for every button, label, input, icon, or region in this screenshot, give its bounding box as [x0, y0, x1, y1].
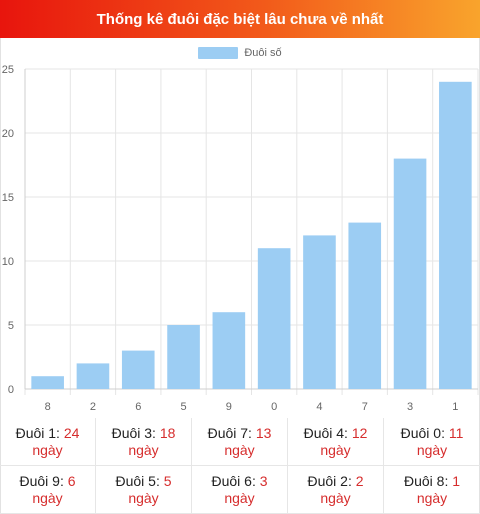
stat-value: 3 [259, 472, 268, 489]
stat-value: 2 [355, 472, 364, 489]
page-title: Thống kê đuôi đặc biệt lâu chưa về nhất [0, 0, 480, 38]
stat-unit: ngày [320, 441, 351, 458]
stat-label: Đuôi 6: [211, 472, 256, 489]
stats-grid: Đuôi 1: 24 ngày Đuôi 3: 18 ngày Đuôi 7: … [0, 418, 480, 514]
y-tick-label: 15 [2, 192, 14, 204]
stat-cell: Đuôi 2: 2 ngày [288, 466, 384, 514]
x-tick-label: 4 [316, 401, 322, 413]
y-tick-label: 20 [2, 128, 14, 140]
stat-value: 5 [163, 472, 172, 489]
bar [348, 222, 382, 389]
bar [393, 158, 427, 389]
stat-label: Đuôi 2: [307, 472, 352, 489]
stat-unit: ngày [224, 489, 255, 506]
bar [439, 81, 472, 390]
stat-value: 11 [448, 424, 464, 441]
stat-cell: Đuôi 8: 1 ngày [384, 466, 480, 514]
stat-unit: ngày [128, 441, 159, 458]
x-tick-label: 7 [362, 401, 368, 413]
stat-label: Đuôi 1: [15, 424, 60, 441]
stat-cell: Đuôi 0: 11 ngày [384, 418, 480, 466]
stat-value: 18 [159, 424, 176, 441]
page-title-text: Thống kê đuôi đặc biệt lâu chưa về nhất [96, 10, 384, 28]
stat-value: 1 [452, 472, 461, 489]
stat-cell: Đuôi 6: 3 ngày [192, 466, 288, 514]
stat-value: 13 [255, 424, 272, 441]
stat-cell: Đuôi 3: 18 ngày [96, 418, 192, 466]
stat-value: 12 [351, 424, 368, 441]
bar-chart: 0 5 10 15 20 25 8 2 6 5 9 0 4 7 3 1 [2, 64, 479, 413]
stat-unit: ngày [416, 441, 448, 458]
x-tick-label: 9 [226, 401, 232, 413]
bar [121, 350, 155, 389]
legend-swatch [198, 47, 239, 59]
x-tick-label: 3 [407, 401, 413, 413]
y-tick-label: 10 [2, 256, 14, 268]
x-tick-label: 5 [180, 401, 186, 413]
stat-unit: ngày [416, 489, 448, 506]
stat-cell: Đuôi 5: 5 ngày [96, 466, 192, 514]
stat-value: 6 [67, 472, 76, 489]
stat-label: Đuôi 8: [403, 472, 449, 489]
y-tick-label: 0 [8, 384, 14, 396]
stat-cell: Đuôi 9: 6 ngày [0, 466, 96, 514]
bar [76, 363, 110, 389]
x-tick-label: 0 [271, 401, 277, 413]
stat-value: 24 [63, 424, 80, 441]
x-tick-label: 8 [45, 401, 51, 413]
x-tick-label: 2 [90, 401, 96, 413]
stat-cell: Đuôi 1: 24 ngày [0, 418, 96, 466]
stat-unit: ngày [32, 441, 63, 458]
stat-label: Đuôi 4: [303, 424, 348, 441]
stat-label: Đuôi 5: [115, 472, 160, 489]
bar [31, 376, 64, 389]
stat-label: Đuôi 0: [400, 424, 445, 441]
y-tick-label: 25 [2, 64, 14, 76]
bar [257, 248, 291, 389]
x-tick-label: 6 [135, 401, 141, 413]
bar [167, 325, 200, 389]
y-tick-label: 5 [8, 320, 14, 332]
stat-unit: ngày [320, 489, 351, 506]
x-tick-label: 1 [452, 401, 458, 413]
stat-unit: ngày [32, 489, 63, 506]
stat-unit: ngày [224, 441, 255, 458]
stat-cell: Đuôi 7: 13 ngày [192, 418, 288, 466]
stat-label: Đuôi 3: [111, 424, 156, 441]
bar [212, 312, 246, 389]
legend-label: Đuôi số [244, 47, 282, 59]
stat-unit: ngày [128, 489, 159, 506]
stat-label: Đuôi 7: [207, 424, 252, 441]
stat-cell: Đuôi 4: 12 ngày [288, 418, 384, 466]
stat-label: Đuôi 9: [19, 472, 64, 489]
chart-legend[interactable]: Đuôi số [0, 44, 480, 62]
bar [303, 235, 336, 389]
